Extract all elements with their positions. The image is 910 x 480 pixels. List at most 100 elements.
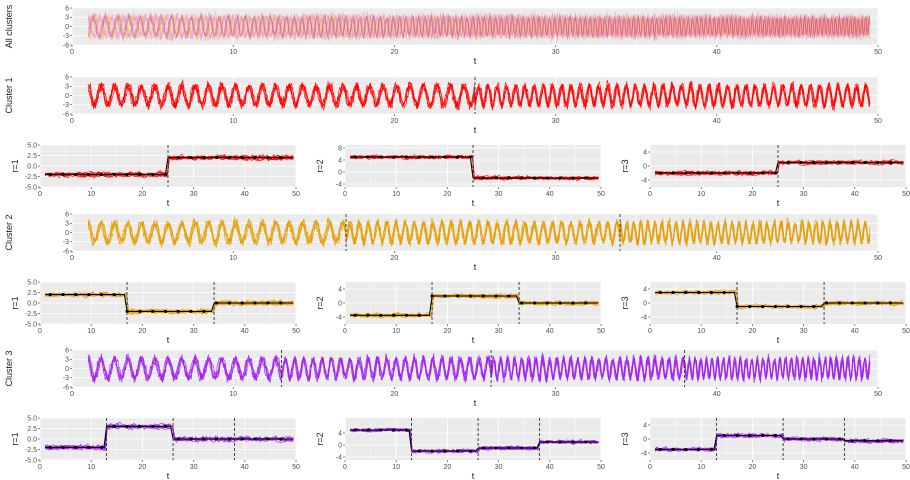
- x-tick-label: 20: [444, 464, 452, 471]
- x-tick-label: 40: [546, 191, 554, 198]
- centroid-line: [350, 429, 599, 452]
- x-axis-label: t: [474, 125, 477, 135]
- x-tick-label: 0: [343, 328, 347, 335]
- x-tick-label: 10: [229, 118, 237, 125]
- centroid-point: [74, 293, 78, 296]
- y-axis-label: Cluster 2: [4, 214, 14, 250]
- centroid-point: [876, 439, 880, 443]
- centroid-line: [655, 161, 904, 174]
- centroid-point: [48, 293, 52, 296]
- centroid-point: [735, 434, 739, 437]
- x-tick-label: 30: [800, 191, 808, 198]
- centroid-point: [658, 448, 662, 451]
- y-tick-label: 0: [338, 442, 342, 449]
- x-axis-label: t: [167, 471, 170, 480]
- y-tick-label: 0: [65, 366, 69, 373]
- centroid-point: [558, 176, 562, 180]
- centroid-point: [481, 294, 485, 298]
- x-tick-label: 30: [552, 255, 560, 262]
- panel-c3r1: 0 10 20 30 40 50 -5.0 -2.5 0.0 2.5 5.0 t r=1: [10, 415, 300, 480]
- centroid-point: [545, 176, 549, 180]
- centroid-point: [430, 155, 434, 159]
- y-tick-label: 3: [65, 221, 69, 228]
- series-line: [87, 11, 871, 42]
- centroid-point: [469, 294, 472, 298]
- series-group: [87, 216, 871, 248]
- x-tick-label: 50: [902, 328, 910, 335]
- centroid-point: [735, 171, 739, 175]
- y-axis-label: r=2: [315, 159, 325, 172]
- centroid-point: [215, 301, 219, 305]
- centroid-point: [87, 293, 91, 296]
- y-tick-label: 4: [643, 422, 647, 429]
- centroid-point: [774, 171, 777, 175]
- x-tick-label: 50: [874, 391, 882, 398]
- x-tick-label: 10: [229, 391, 237, 398]
- centroid-point: [722, 291, 726, 294]
- centroid-point: [189, 310, 193, 313]
- centroid-point: [228, 437, 231, 441]
- centroid-point: [658, 291, 662, 294]
- centroid-point: [456, 155, 460, 159]
- panel-c1: 0 10 20 30 40 50 -6 -3 0 3 6 t Cluster 1: [4, 74, 882, 135]
- y-tick-label: 6: [65, 347, 69, 354]
- centroid-point: [228, 301, 231, 305]
- centroid-point: [825, 161, 829, 164]
- x-tick-label: 20: [391, 255, 399, 262]
- centroid-point: [405, 428, 408, 432]
- series-group: [349, 154, 599, 182]
- x-tick-label: 30: [495, 191, 503, 198]
- x-tick-label: 10: [229, 255, 237, 262]
- centroid-point: [138, 173, 142, 176]
- centroid-line: [655, 291, 904, 308]
- centroid-point: [176, 156, 180, 159]
- y-tick-label: 5.0: [27, 415, 37, 422]
- centroid-point: [164, 310, 167, 313]
- x-tick-label: 10: [392, 464, 400, 471]
- series-line: [87, 217, 871, 248]
- x-tick-label: 20: [749, 191, 757, 198]
- panel-c3: 0 10 20 30 40 50 -6 -3 0 3 6 t Cluster 3: [4, 347, 882, 408]
- centroid-point: [253, 301, 257, 305]
- centroid-point: [228, 156, 231, 159]
- y-axis-label: r=2: [315, 432, 325, 445]
- series-group: [654, 288, 904, 311]
- x-tick-label: 30: [552, 118, 560, 125]
- y-tick-label: 0.0: [27, 300, 37, 307]
- y-tick-label: 4: [338, 157, 342, 164]
- centroid-point: [799, 437, 803, 441]
- x-tick-label: 0: [648, 191, 652, 198]
- centroid-point: [469, 449, 472, 453]
- y-tick-label: 0: [65, 230, 69, 237]
- series-line: [87, 11, 871, 42]
- centroid-point: [112, 425, 116, 428]
- centroid-point: [786, 305, 790, 308]
- x-axis-label: t: [474, 398, 477, 408]
- centroid-point: [366, 428, 370, 432]
- centroid-point: [889, 439, 893, 443]
- y-tick-label: -5.0: [25, 184, 37, 191]
- x-tick-label: 0: [38, 191, 42, 198]
- centroid-point: [240, 156, 244, 159]
- centroid-point: [417, 313, 421, 317]
- x-tick-label: 30: [190, 328, 198, 335]
- series-group: [44, 153, 294, 179]
- centroid-point: [722, 171, 726, 175]
- centroid-point: [863, 301, 867, 305]
- centroid-point: [533, 176, 536, 180]
- centroid-point: [366, 313, 370, 317]
- centroid-point: [533, 301, 536, 305]
- centroid-line: [350, 295, 599, 316]
- centroid-point: [748, 305, 752, 308]
- series-line: [87, 352, 871, 384]
- series-line: [87, 81, 871, 110]
- centroid-point: [507, 176, 511, 180]
- centroid-point: [658, 171, 662, 175]
- x-tick-label: 0: [648, 464, 652, 471]
- y-tick-label: -3: [63, 33, 69, 40]
- y-tick-label: 8: [338, 145, 342, 152]
- centroid-point: [443, 155, 447, 159]
